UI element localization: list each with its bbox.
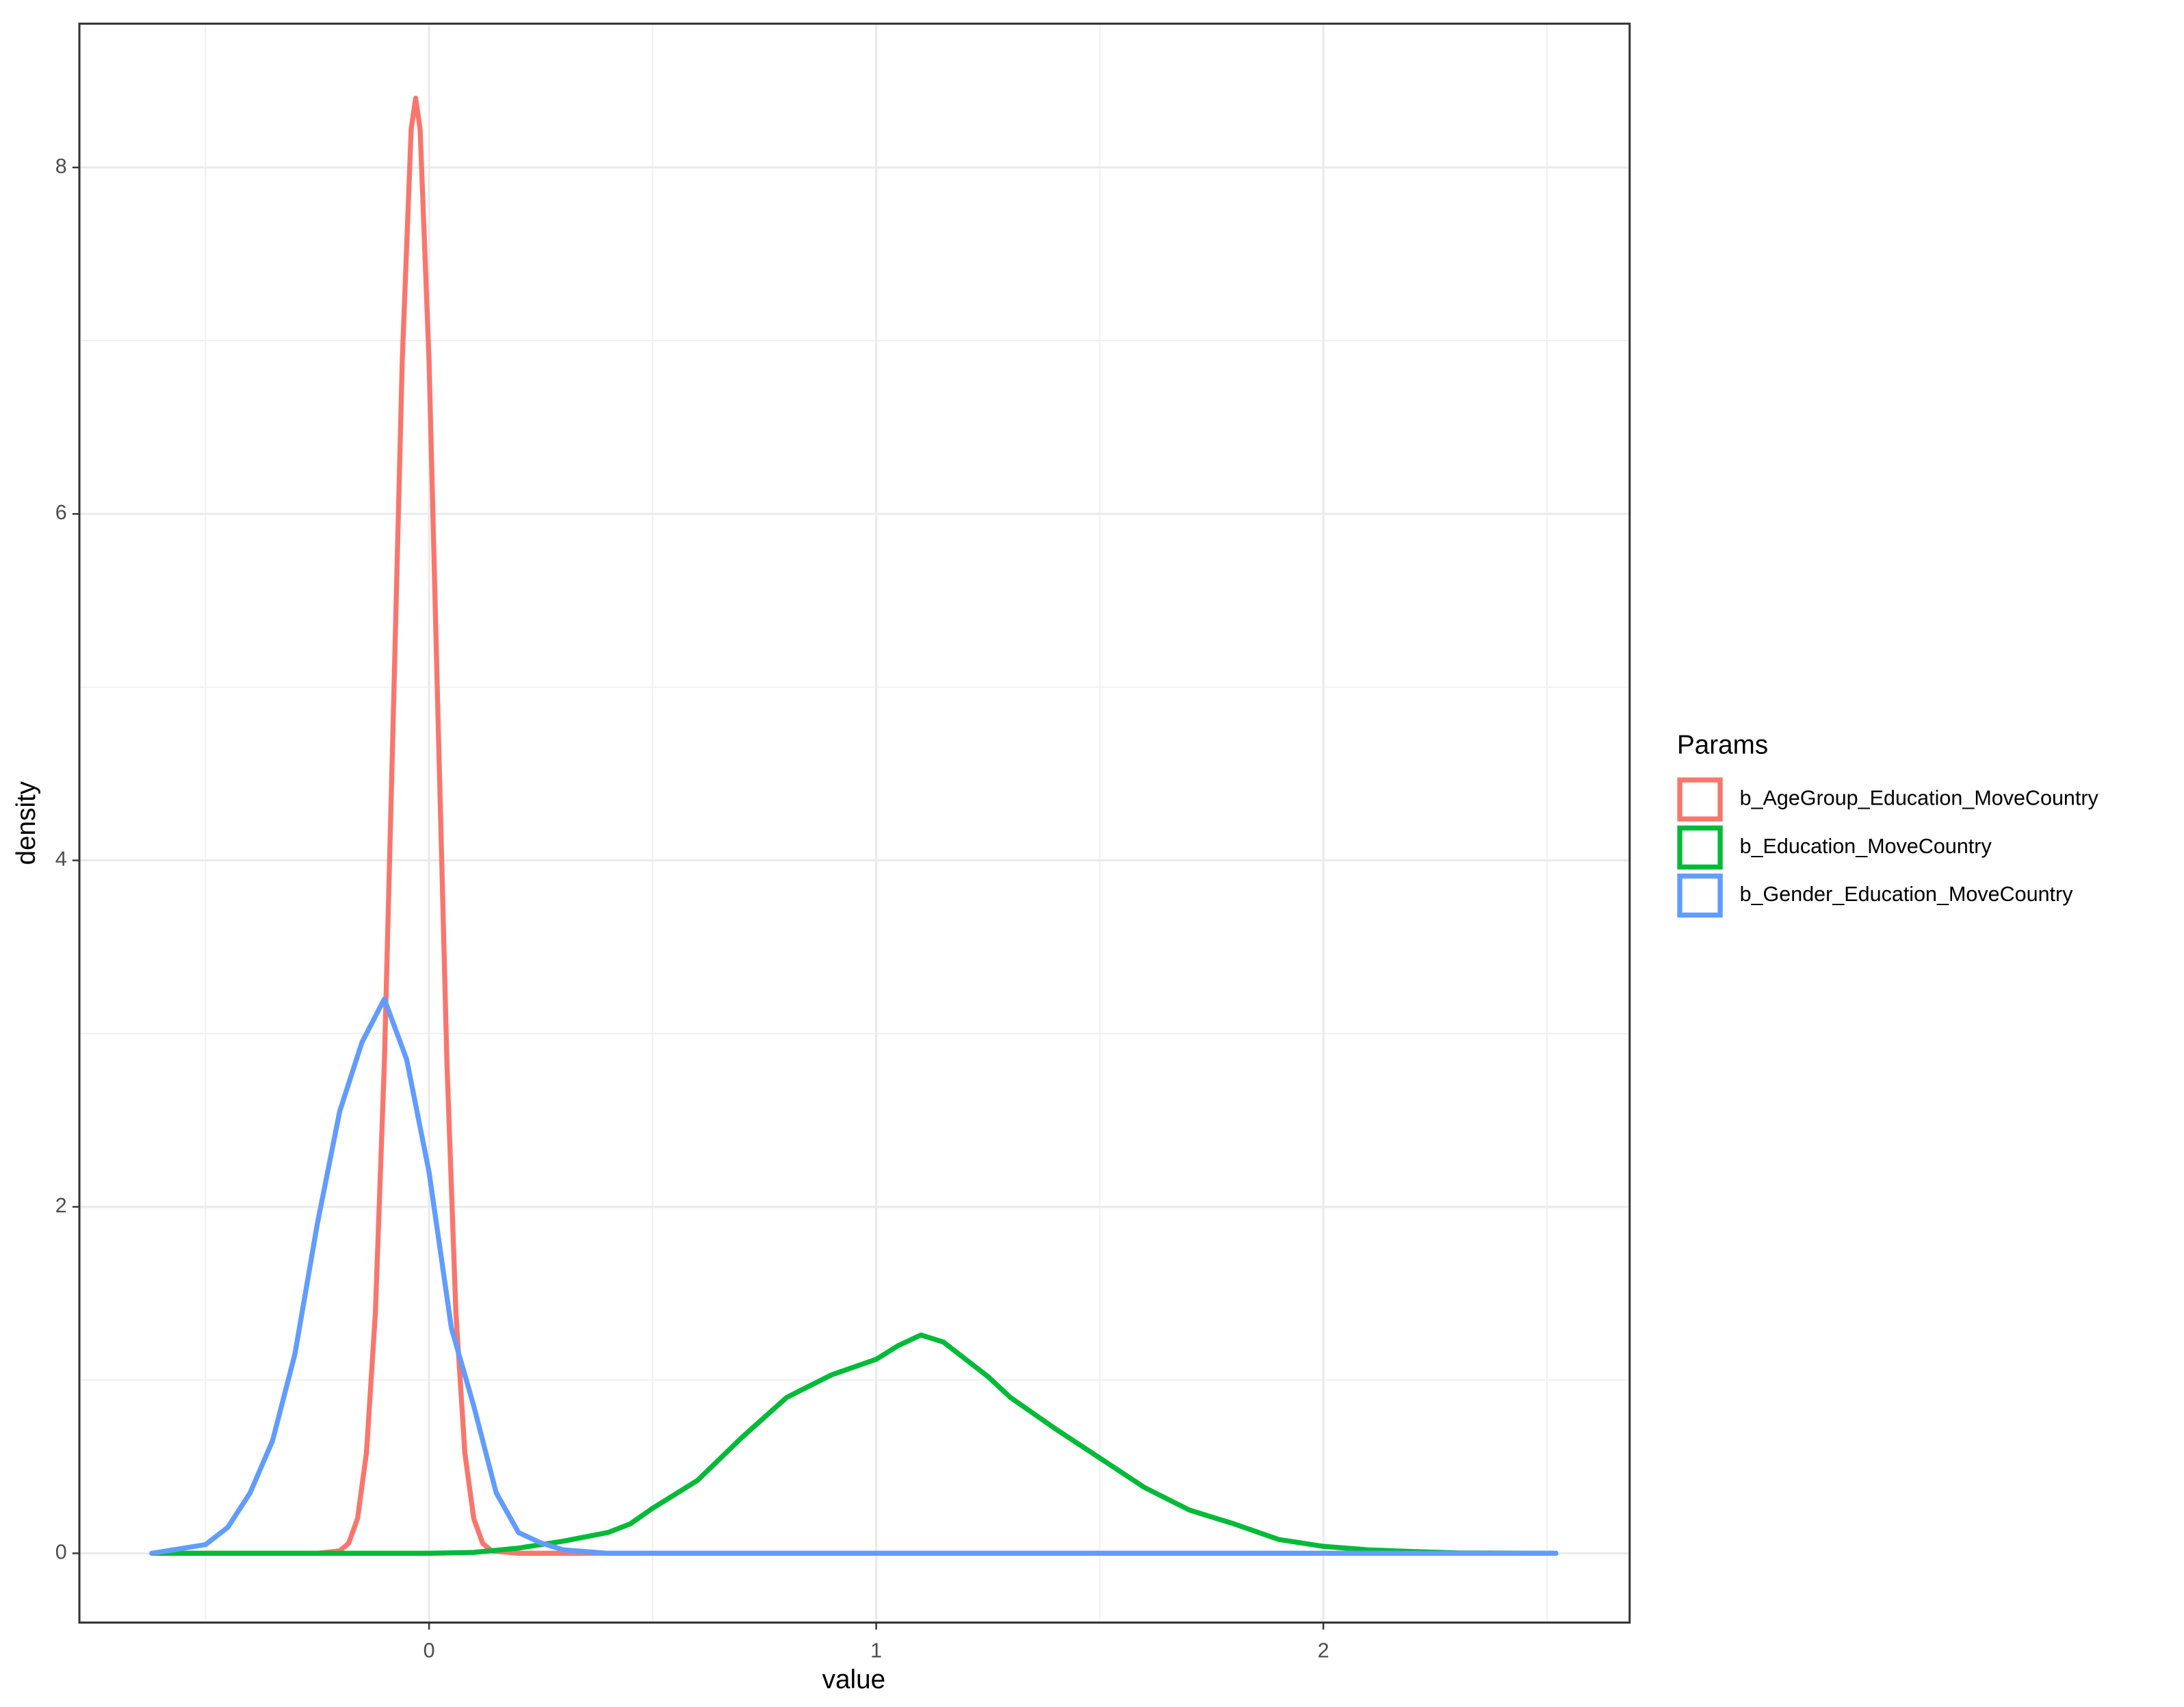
y-axis-title: density xyxy=(12,781,41,865)
legend-label: b_Education_MoveCountry xyxy=(1740,835,1992,858)
density-line xyxy=(149,95,1559,1556)
grid xyxy=(79,23,1630,1623)
legend-title: Params xyxy=(1677,730,1768,759)
panel-background xyxy=(79,23,1630,1623)
legend-label: b_AgeGroup_Education_MoveCountry xyxy=(1740,787,2099,810)
y-tick-label: 0 xyxy=(55,1540,67,1563)
y-tick-label: 8 xyxy=(55,155,67,178)
legend: Params b_AgeGroup_Education_MoveCountryb… xyxy=(1677,730,2099,918)
legend-key xyxy=(1677,825,1723,870)
y-tick-label: 6 xyxy=(55,501,67,524)
legend-key xyxy=(1677,873,1723,918)
x-tick-label: 2 xyxy=(1318,1639,1329,1662)
x-axis-title: value xyxy=(822,1665,885,1694)
density-line xyxy=(149,1332,1559,1556)
plot-lines xyxy=(149,95,1559,1556)
x-tick-label: 0 xyxy=(424,1639,435,1662)
axes: 0 1 2 0 2 4 6 8 xyxy=(55,155,1329,1663)
y-tick-label: 2 xyxy=(55,1194,67,1217)
density-line xyxy=(149,996,1559,1556)
panel-border xyxy=(78,23,1631,1624)
legend-key xyxy=(1677,777,1723,822)
x-tick-label: 1 xyxy=(870,1639,882,1662)
y-tick-label: 4 xyxy=(55,848,67,871)
legend-label: b_Gender_Education_MoveCountry xyxy=(1740,883,2074,906)
